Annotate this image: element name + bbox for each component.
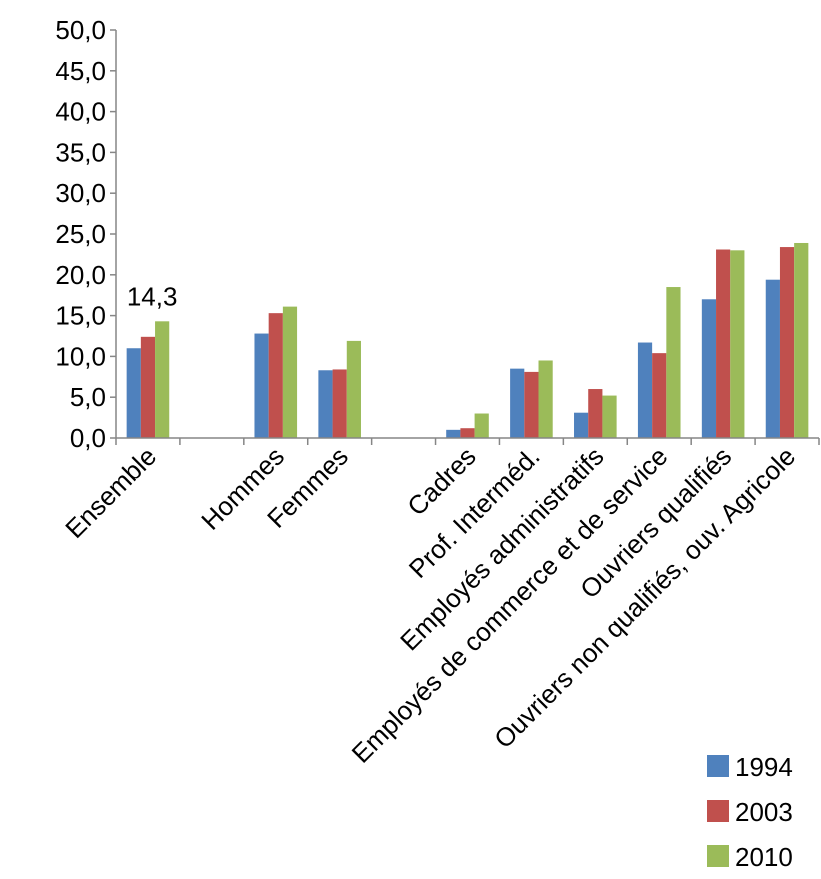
bar-2010 xyxy=(474,413,489,438)
annotations: 14,3 xyxy=(127,281,178,311)
bar-2010 xyxy=(730,250,745,438)
y-tick-label: 10,0 xyxy=(55,341,106,371)
bar-1994 xyxy=(637,342,653,438)
legend-label-1994: 1994 xyxy=(735,752,793,782)
bar-2010 xyxy=(794,242,809,438)
bar-1994 xyxy=(254,333,269,438)
data-label: 14,3 xyxy=(127,281,178,311)
y-tick-label: 15,0 xyxy=(55,301,106,331)
y-tick-label: 30,0 xyxy=(55,178,106,208)
bar-2010 xyxy=(346,340,361,438)
y-tick-label: 25,0 xyxy=(55,219,106,249)
bar-1994 xyxy=(318,370,333,438)
y-tick-label: 45,0 xyxy=(55,56,106,86)
legend-swatch-2003 xyxy=(707,800,729,822)
legend-label-2010: 2010 xyxy=(735,842,793,872)
y-tick-label: 35,0 xyxy=(55,137,106,167)
bars xyxy=(126,242,809,438)
bar-2010 xyxy=(666,287,681,438)
bar-2003 xyxy=(268,313,283,438)
bar-2003 xyxy=(716,249,731,438)
bar-2003 xyxy=(460,428,475,438)
x-category-label: Ensemble xyxy=(59,441,162,544)
bar-1994 xyxy=(701,299,717,438)
y-tick-label: 20,0 xyxy=(55,260,106,290)
y-tick-label: 0,0 xyxy=(70,423,106,453)
y-tick-label: 5,0 xyxy=(70,382,106,412)
y-tick-label: 50,0 xyxy=(55,15,106,45)
bar-2003 xyxy=(524,371,539,438)
bar-2003 xyxy=(779,247,795,438)
y-axis: 0,0 5,0 10,0 15,0 20,0 25,0 30,0 35,0 40,0 45,0 50… xyxy=(55,15,117,453)
bar-2010 xyxy=(602,395,617,438)
bar-1994 xyxy=(510,368,525,438)
bar-2003 xyxy=(588,389,603,438)
legend-label-2003: 2003 xyxy=(735,797,793,827)
bar-1994 xyxy=(126,348,141,438)
y-tick-label: 40,0 xyxy=(55,97,106,127)
bar-1994 xyxy=(446,429,461,438)
bar-2003 xyxy=(652,353,667,438)
legend-swatch-1994 xyxy=(707,755,729,777)
bar-2003 xyxy=(332,369,347,438)
bar-2003 xyxy=(140,336,156,438)
bar-2010 xyxy=(155,321,170,438)
legend: 1994 2003 2010 xyxy=(707,752,793,872)
bar-1994 xyxy=(765,279,780,438)
bar-2010 xyxy=(282,306,298,438)
bar-2010 xyxy=(538,360,553,438)
bar-1994 xyxy=(574,412,589,438)
legend-swatch-2010 xyxy=(707,845,729,867)
